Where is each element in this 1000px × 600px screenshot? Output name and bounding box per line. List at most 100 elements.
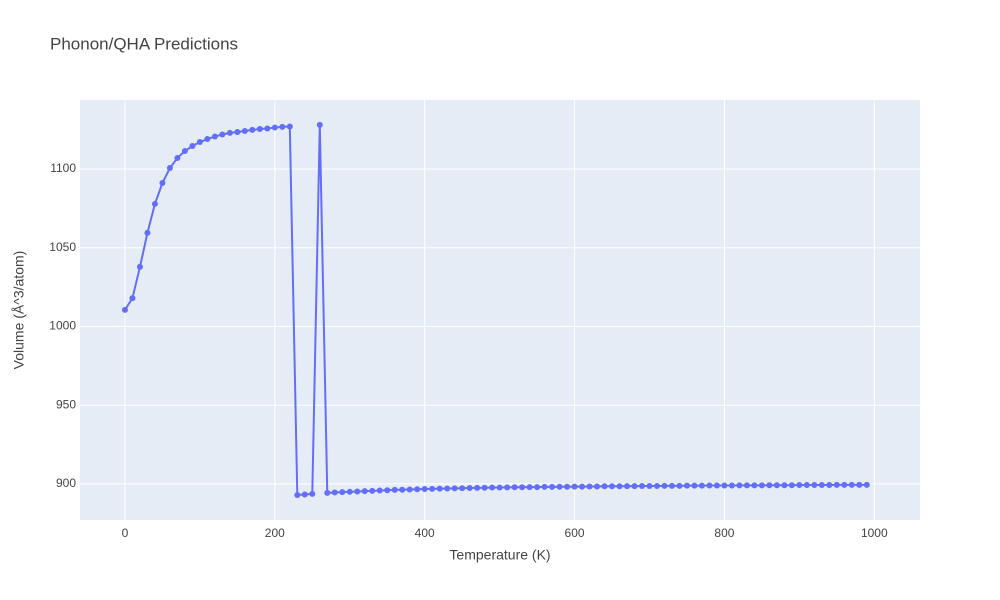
data-point <box>519 484 526 491</box>
data-point <box>361 488 368 495</box>
data-point <box>219 131 226 138</box>
data-point <box>609 483 616 490</box>
data-point <box>301 491 308 498</box>
data-point <box>196 139 203 146</box>
y-tick-label: 900 <box>56 476 76 490</box>
data-point <box>324 489 331 496</box>
x-axis-title: Temperature (K) <box>449 547 550 563</box>
data-point <box>451 485 458 492</box>
data-point <box>766 482 773 489</box>
data-point <box>818 482 825 489</box>
data-point <box>309 490 316 497</box>
data-point <box>226 129 233 136</box>
data-point <box>346 488 353 495</box>
data-point <box>466 485 473 492</box>
y-tick-label: 1100 <box>50 161 76 175</box>
data-point <box>549 483 556 490</box>
data-point <box>676 482 683 489</box>
data-point <box>631 483 638 490</box>
data-point <box>579 483 586 490</box>
data-point <box>459 485 466 492</box>
data-point <box>166 165 173 172</box>
data-point <box>833 481 840 488</box>
data-point <box>249 126 256 133</box>
data-point <box>436 485 443 492</box>
data-point <box>713 482 720 489</box>
data-point <box>421 485 428 492</box>
data-point <box>728 482 735 489</box>
data-point <box>384 487 391 494</box>
data-point <box>601 483 608 490</box>
data-point <box>391 486 398 493</box>
data-point <box>414 486 421 493</box>
data-point <box>399 486 406 493</box>
data-point <box>316 121 323 128</box>
data-point <box>788 482 795 489</box>
data-point <box>571 483 578 490</box>
data-point <box>294 491 301 498</box>
data-point <box>429 485 436 492</box>
data-point <box>691 482 698 489</box>
x-tick-label: 600 <box>565 526 585 540</box>
y-tick-label: 1000 <box>49 319 76 333</box>
x-tick-label: 200 <box>265 526 285 540</box>
data-point <box>721 482 728 489</box>
data-point <box>616 483 623 490</box>
data-point <box>504 484 511 491</box>
data-point <box>526 484 533 491</box>
data-point <box>444 485 451 492</box>
data-point <box>826 482 833 489</box>
data-point <box>159 179 166 186</box>
data-point <box>668 482 675 489</box>
data-point <box>121 306 128 313</box>
data-point <box>751 482 758 489</box>
data-point <box>151 200 158 207</box>
data-point <box>234 128 241 135</box>
data-point <box>848 481 855 488</box>
data-point <box>511 484 518 491</box>
data-point <box>256 125 263 132</box>
data-point <box>211 133 218 140</box>
data-point <box>811 482 818 489</box>
data-line <box>124 124 867 497</box>
chart-title: Phonon/QHA Predictions <box>50 34 238 53</box>
y-tick-label: 950 <box>56 397 76 411</box>
data-point <box>481 484 488 491</box>
x-tick-label: 400 <box>415 526 435 540</box>
data-point <box>856 481 863 488</box>
data-point <box>541 483 548 490</box>
data-point <box>646 482 653 489</box>
y-tick-label: 1050 <box>49 240 76 254</box>
data-point <box>624 483 631 490</box>
data-point <box>204 136 211 143</box>
plot-area <box>80 100 920 520</box>
data-point <box>264 125 271 132</box>
data-point <box>564 483 571 490</box>
data-point <box>369 487 376 494</box>
data-point <box>129 295 136 302</box>
data-point <box>474 484 481 491</box>
data-point <box>174 154 181 161</box>
data-point <box>241 128 248 135</box>
data-point <box>406 486 413 493</box>
data-point <box>136 263 143 270</box>
data-point <box>736 482 743 489</box>
x-tick-label: 800 <box>714 526 734 540</box>
data-point <box>863 481 870 488</box>
data-point <box>534 484 541 491</box>
data-point <box>841 481 848 488</box>
data-point <box>781 482 788 489</box>
data-point <box>758 482 765 489</box>
data-point <box>144 229 151 236</box>
data-point <box>661 482 668 489</box>
data-point <box>331 489 338 496</box>
data-point <box>271 124 278 131</box>
data-point <box>489 484 496 491</box>
data-point <box>706 482 713 489</box>
data-point <box>376 487 383 494</box>
data-point <box>683 482 690 489</box>
data-point <box>181 148 188 155</box>
data-point <box>189 142 196 149</box>
y-axis-title: Volume (Å^3/atom) <box>11 251 27 370</box>
